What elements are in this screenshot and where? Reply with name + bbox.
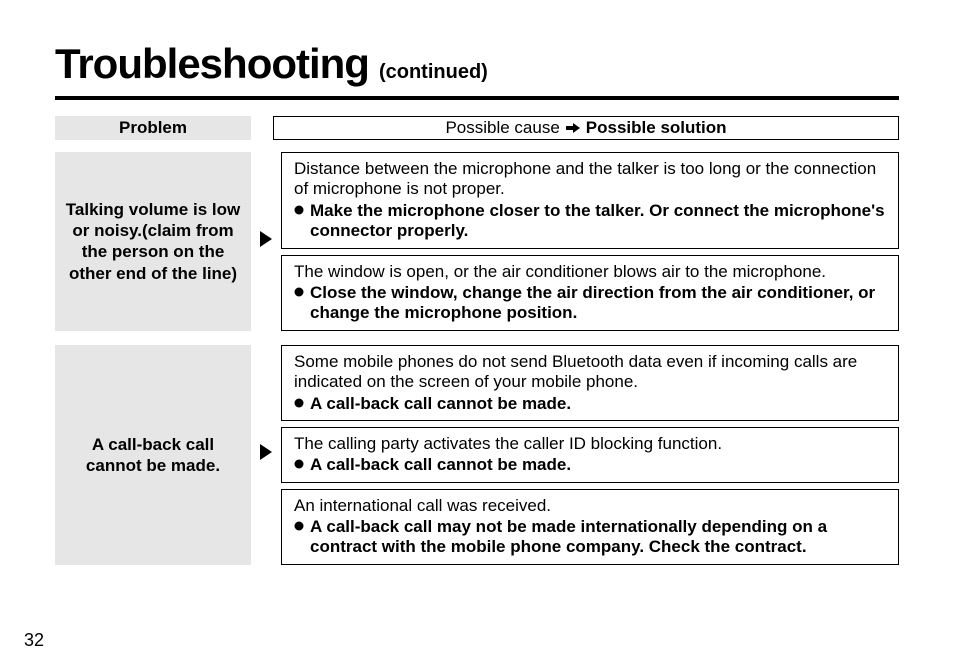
solution-line: Make the microphone closer to the talker… [294, 201, 886, 242]
solution-header: Possible cause Possible solution [273, 116, 899, 140]
arrow-col [259, 152, 273, 331]
solution-text: A call-back call cannot be made. [310, 394, 886, 414]
rule-divider [55, 96, 899, 100]
problem-cell: Talking volume is low or noisy.(claim fr… [55, 152, 251, 331]
cause-text: An international call was received. [294, 496, 886, 516]
solution-box: Distance between the microphone and the … [281, 152, 899, 249]
cause-text: Distance between the microphone and the … [294, 159, 886, 200]
bullet-icon [294, 459, 304, 469]
solution-text: Make the microphone closer to the talker… [310, 201, 886, 242]
triangle-right-icon [260, 444, 272, 465]
possible-solution-label: Possible solution [586, 118, 727, 138]
solution-text: Close the window, change the air directi… [310, 283, 886, 324]
solution-box: The window is open, or the air condition… [281, 255, 899, 331]
title-sub: (continued) [379, 61, 488, 84]
bullet-icon [294, 205, 304, 215]
solutions-col: Distance between the microphone and the … [281, 152, 899, 331]
solution-line: Close the window, change the air directi… [294, 283, 886, 324]
bullet-icon [294, 398, 304, 408]
triangle-right-icon [260, 231, 272, 252]
solution-box: Some mobile phones do not send Bluetooth… [281, 345, 899, 421]
page-number: 32 [24, 630, 44, 651]
page: Troubleshooting (continued) Problem Poss… [0, 0, 954, 671]
cause-text: The window is open, or the air condition… [294, 262, 886, 282]
arrow-right-icon [566, 118, 580, 138]
problem-cell: A call-back call cannot be made. [55, 345, 251, 565]
solution-box: The calling party activates the caller I… [281, 427, 899, 483]
column-headers: Problem Possible cause Possible solution [55, 116, 899, 140]
solution-text: A call-back call may not be made interna… [310, 517, 886, 558]
solution-line: A call-back call cannot be made. [294, 394, 886, 414]
cause-text: The calling party activates the caller I… [294, 434, 886, 454]
row-group: A call-back call cannot be made. Some mo… [55, 345, 899, 565]
problem-header: Problem [55, 116, 251, 140]
content-area: Problem Possible cause Possible solution… [55, 116, 899, 565]
solution-text: A call-back call cannot be made. [310, 455, 886, 475]
solution-box: An international call was received. A ca… [281, 489, 899, 565]
solution-line: A call-back call cannot be made. [294, 455, 886, 475]
bullet-icon [294, 287, 304, 297]
cause-text: Some mobile phones do not send Bluetooth… [294, 352, 886, 393]
row-group: Talking volume is low or noisy.(claim fr… [55, 152, 899, 331]
title-main: Troubleshooting [55, 40, 369, 88]
solution-line: A call-back call may not be made interna… [294, 517, 886, 558]
arrow-col [259, 345, 273, 565]
solutions-col: Some mobile phones do not send Bluetooth… [281, 345, 899, 565]
bullet-icon [294, 521, 304, 531]
possible-cause-label: Possible cause [445, 118, 559, 138]
page-title: Troubleshooting (continued) [55, 40, 899, 88]
